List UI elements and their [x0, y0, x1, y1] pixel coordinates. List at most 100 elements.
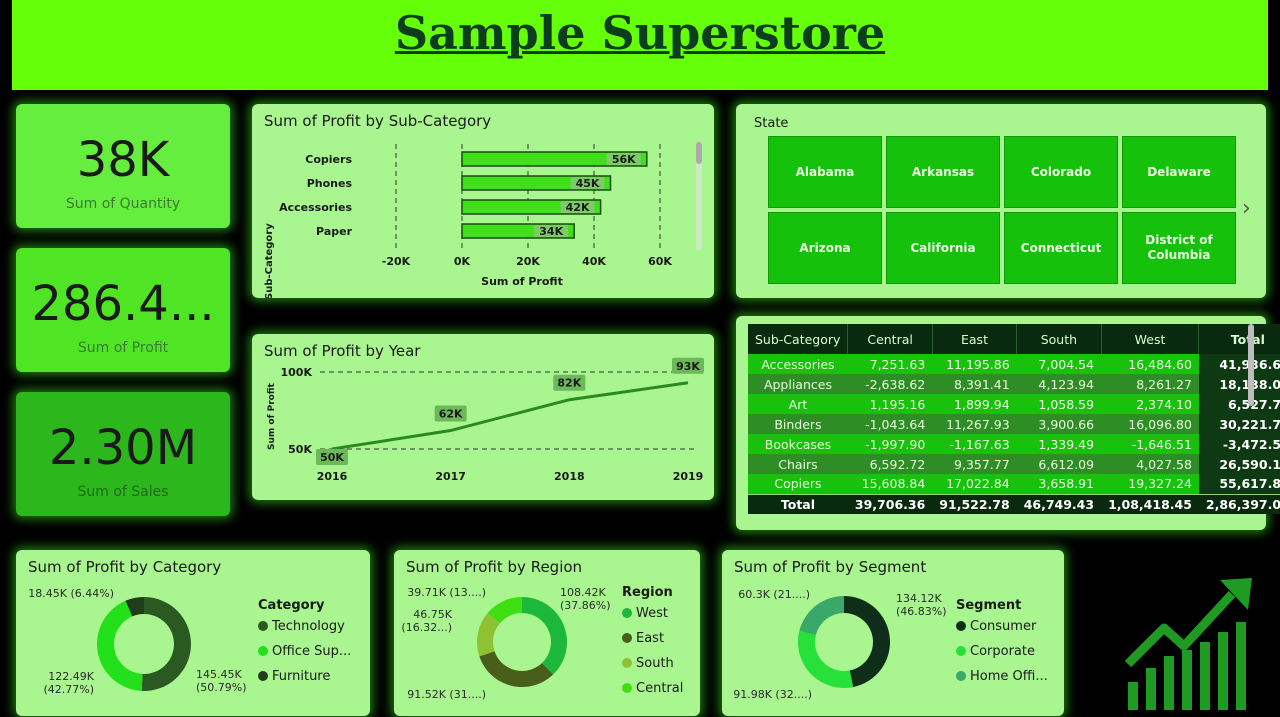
- table-row[interactable]: Bookcases -1,997.90 -1,167.63 1,339.49 -1,64…: [748, 434, 1280, 454]
- donut-slice[interactable]: [798, 630, 854, 688]
- year-line-chart[interactable]: Sum of Profit 100K 50K 2016 50K 2017 62K 2018 8…: [252, 334, 714, 500]
- table-cell: 1,899.94: [932, 394, 1017, 414]
- slicer-label: State: [754, 116, 789, 131]
- legend-dot-icon: [258, 671, 268, 681]
- table-cell: -1,043.64: [847, 414, 933, 434]
- legend-label: Home Offi...: [970, 669, 1048, 684]
- category-donut-panel[interactable]: Sum of Profit by Category 145.45K (50.79%…: [16, 550, 370, 716]
- column-header[interactable]: Total: [1198, 324, 1280, 354]
- table-cell: 3,658.91: [1016, 474, 1102, 494]
- donut-slice[interactable]: [487, 597, 522, 624]
- donut-slice[interactable]: [141, 597, 192, 691]
- donut-slice[interactable]: [477, 613, 500, 657]
- column-header[interactable]: South: [1016, 324, 1102, 354]
- data-label: 82K: [557, 377, 581, 390]
- table-cell: 2,86,397.02: [1198, 493, 1280, 514]
- legend-label: Furniture: [272, 669, 331, 684]
- legend-item[interactable]: Office Sup...: [258, 644, 351, 659]
- data-label: 18.45K (6.44%): [28, 587, 114, 600]
- state-tile[interactable]: Connecticut: [1004, 212, 1118, 284]
- state-tile[interactable]: Colorado: [1004, 136, 1118, 208]
- category-donut-chart[interactable]: 145.45K (50.79%) 122.49K (42.77%) 18.45K (6.…: [16, 550, 370, 716]
- legend-label: Technology: [272, 619, 345, 634]
- data-label: 45K: [576, 177, 600, 190]
- legend-item[interactable]: South: [622, 656, 674, 671]
- legend-item[interactable]: East: [622, 631, 664, 646]
- table-row[interactable]: Chairs 6,592.72 9,357.77 6,612.09 4,027.58 26…: [748, 454, 1280, 474]
- state-tile[interactable]: Arkansas: [886, 136, 1000, 208]
- table-cell: 46,749.43: [1016, 493, 1102, 514]
- kpi-card-profit[interactable]: 286.4... Sum of Profit: [16, 248, 230, 372]
- region-donut-panel[interactable]: Sum of Profit by Region 108.42K (37.86%) 9…: [394, 550, 700, 716]
- tick-label: 40K: [582, 255, 606, 268]
- table-row[interactable]: Binders -1,043.64 11,267.93 3,900.66 16,096.…: [748, 414, 1280, 434]
- state-tile[interactable]: Alabama: [768, 136, 882, 208]
- donut-slice[interactable]: [125, 597, 144, 617]
- state-tile[interactable]: Arizona: [768, 212, 882, 284]
- table-cell: Total: [748, 493, 848, 514]
- data-label-bg: [570, 177, 605, 189]
- tick-label: 0K: [454, 255, 471, 268]
- legend-item[interactable]: Home Offi...: [956, 669, 1048, 684]
- data-label: 56K: [612, 153, 636, 166]
- legend-item[interactable]: West: [622, 606, 668, 621]
- data-label: 134.12K (46.83%): [896, 592, 947, 618]
- legend-item[interactable]: Furniture: [258, 669, 330, 684]
- kpi-card-sales[interactable]: 2.30M Sum of Sales: [16, 392, 230, 516]
- column-header[interactable]: Sub-Category: [748, 324, 849, 354]
- subcategory-bar-chart[interactable]: Sub-Category Sum of Profit -20K 0K 20K 40K 6…: [252, 104, 714, 298]
- tick-label: 50K: [288, 443, 312, 456]
- category-label: Accessories: [279, 201, 352, 214]
- segment-donut-chart[interactable]: 134.12K (46.83%) 91.98K (32....) 60.3K (21.…: [722, 550, 1064, 716]
- series-line[interactable]: [331, 381, 689, 451]
- table-cell: 7,004.54: [1016, 354, 1102, 374]
- donut-slice[interactable]: [799, 596, 844, 635]
- table-row[interactable]: Art 1,195.16 1,899.94 1,058.59 2,374.10 6,527…: [748, 394, 1280, 414]
- region-donut-chart[interactable]: 108.42K (37.86%) 91.52K (31....) 46.75K (16.…: [394, 550, 700, 716]
- state-tile[interactable]: Delaware: [1122, 136, 1236, 208]
- legend-label: Office Sup...: [272, 644, 352, 659]
- chart-title: Sum of Profit by Segment: [734, 558, 927, 576]
- segment-donut-panel[interactable]: Sum of Profit by Segment 134.12K (46.83%)…: [722, 550, 1064, 716]
- legend-item[interactable]: Technology: [258, 619, 345, 634]
- table-row[interactable]: Appliances -2,638.62 8,391.41 4,123.94 8,261…: [748, 374, 1280, 394]
- legend-label: Corporate: [970, 644, 1035, 659]
- legend-label: West: [636, 606, 668, 621]
- legend-dot-icon: [622, 683, 632, 693]
- tick-label: -20K: [382, 255, 411, 268]
- bar[interactable]: [461, 151, 648, 167]
- legend-item[interactable]: Corporate: [956, 644, 1035, 659]
- table-cell: 16,096.80: [1101, 414, 1199, 434]
- scrollbar-thumb[interactable]: [696, 142, 702, 164]
- scrollbar[interactable]: [696, 142, 702, 250]
- donut-slice[interactable]: [479, 651, 554, 687]
- matrix-panel[interactable]: Sub-CategoryCentralEastSouthWestTotal Ac…: [736, 316, 1280, 530]
- table-row[interactable]: Accessories 7,251.63 11,195.86 7,004.54 16,4…: [748, 354, 1280, 374]
- year-chart-panel[interactable]: Sum of Profit by Year Sum of Profit 100K…: [252, 334, 714, 500]
- legend-item[interactable]: Consumer: [956, 619, 1036, 634]
- legend-item[interactable]: Central: [622, 681, 683, 696]
- scrollbar[interactable]: [1248, 324, 1254, 406]
- donut-slice[interactable]: [844, 596, 890, 688]
- table-cell: 4,123.94: [1016, 374, 1102, 394]
- kpi-card-quantity[interactable]: 38K Sum of Quantity: [16, 104, 230, 228]
- donut-slice[interactable]: [97, 600, 143, 691]
- column-header[interactable]: West: [1101, 324, 1200, 354]
- kpi-value: 38K: [76, 132, 170, 188]
- table-cell: Copiers: [748, 474, 848, 494]
- donut-slice[interactable]: [522, 597, 567, 675]
- data-label: 46.75K (16.32...): [401, 608, 452, 634]
- table-row[interactable]: Copiers 15,608.84 17,022.84 3,658.91 19,327.…: [748, 474, 1280, 494]
- table-cell: 11,195.86: [932, 354, 1017, 374]
- state-slicer-panel[interactable]: State Alabama Arkansas Colorado Delaware Ari…: [736, 104, 1266, 298]
- column-header[interactable]: East: [932, 324, 1018, 354]
- state-tile[interactable]: District of Columbia: [1122, 212, 1236, 284]
- data-label: 62K: [439, 408, 463, 421]
- table-cell: Accessories: [748, 354, 848, 374]
- table-cell: 6,592.72: [847, 454, 933, 474]
- chevron-right-icon[interactable]: ›: [1242, 196, 1251, 221]
- state-tile[interactable]: California: [886, 212, 1000, 284]
- column-header[interactable]: Central: [847, 324, 933, 354]
- subcategory-chart-panel[interactable]: Sum of Profit by Sub-Category Sub-Catego…: [252, 104, 714, 298]
- legend-title: Category: [258, 598, 325, 613]
